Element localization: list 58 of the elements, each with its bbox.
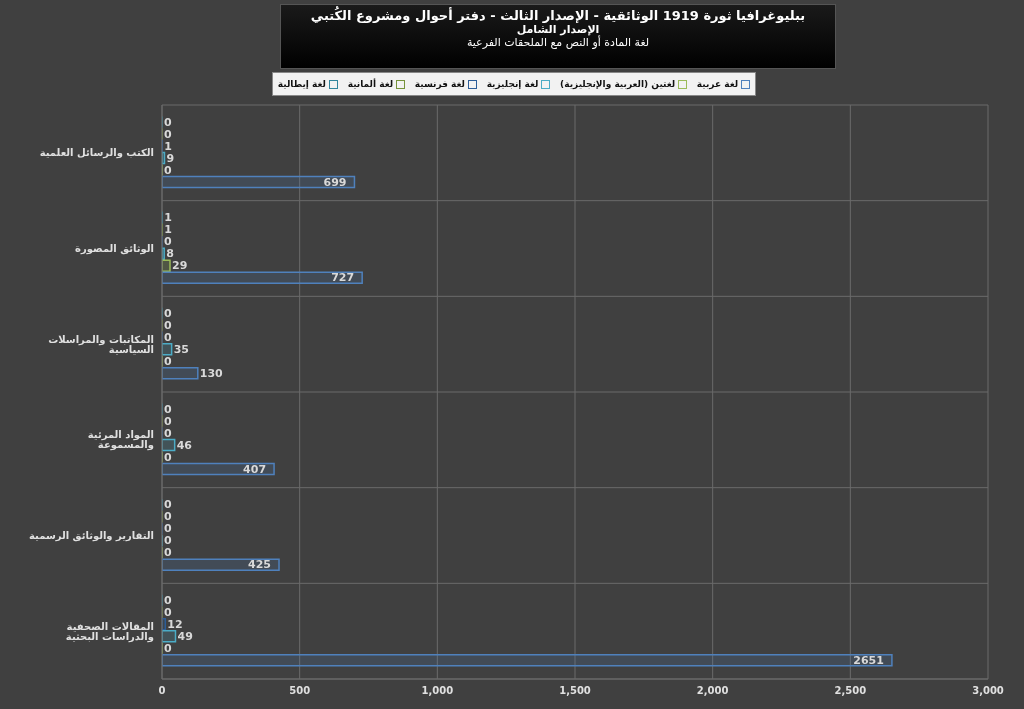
data-label: 12 [167,618,183,632]
data-label: 2651 [853,654,884,668]
data-label: 0 [164,510,172,524]
legend-label: لغة عربية [696,79,739,89]
x-tick-label: 2,500 [834,685,867,697]
x-tick-label: 500 [289,685,311,697]
data-label: 1 [164,139,172,153]
data-label: 9 [166,151,175,165]
y-tick-label: الكتب والرسائل العلمية [39,147,154,160]
legend-label: لغتين (العربية والإنجليزية) [560,79,676,89]
y-tick-label: المقالات الصحفية والدراسات البحثية [65,620,154,643]
chart-subtitle: الإصدار الشامل [515,23,601,36]
y-tick-label: التقارير والوثائق الرسمية [29,530,154,543]
x-tick-label: 2,000 [696,685,729,697]
legend-label: لغة إنجليزية [486,79,539,89]
text: لغة المادة أو النص مع الملحقات الفرعية [465,36,651,49]
data-label: 0 [164,355,172,369]
data-label: 0 [164,163,172,177]
data-label: 0 [164,331,172,345]
data-label: 425 [248,558,272,572]
data-label: 1 [164,223,172,237]
y-tick-label: المكاتبات والمراسلات السياسية [48,333,154,355]
data-label: 0 [164,450,172,464]
chart-title: ببليوغرافيا ثورة 1919 الوثائقية - الإصدار الثالث - دفتر أحوال ومشروع الكُتبي [309,8,807,23]
data-label: 49 [177,630,193,644]
data-label: 0 [164,594,172,608]
data-label: 0 [164,522,172,536]
data-label: 0 [164,498,172,512]
data-label: 0 [164,235,172,249]
data-label: 0 [164,534,172,548]
data-label: 699 [323,175,347,189]
data-label: 727 [331,271,355,285]
data-label: 0 [164,426,172,440]
data-label: 0 [164,546,172,560]
data-label: 46 [176,438,193,452]
y-tick-label: المواد المرئية والمسموعة [87,429,154,452]
y-tick-label: الوثائق المصورة [75,243,154,256]
data-label: 0 [164,127,172,141]
data-label: 0 [164,307,172,321]
legend-label: لغة إيطالية [277,79,327,89]
legend-label: لغة فرنسية [414,79,465,89]
data-label: 0 [164,606,172,620]
data-label: 407 [243,462,267,476]
x-tick-label: 1,500 [559,685,591,697]
data-label: 29 [171,259,188,273]
data-label: 1 [164,211,172,225]
data-label: 35 [173,343,189,357]
data-label: 130 [199,367,224,381]
legend-label: لغة ألمانية [347,79,394,89]
data-label: 0 [164,319,172,333]
data-label: 0 [164,402,172,416]
data-label: 0 [164,414,172,428]
data-label: 8 [166,247,174,261]
x-tick-label: 1,000 [421,685,454,697]
x-tick-label: 3,000 [972,685,1004,697]
data-label: 0 [164,642,172,656]
x-tick-label: 0 [158,685,166,697]
data-label: 0 [164,115,172,129]
